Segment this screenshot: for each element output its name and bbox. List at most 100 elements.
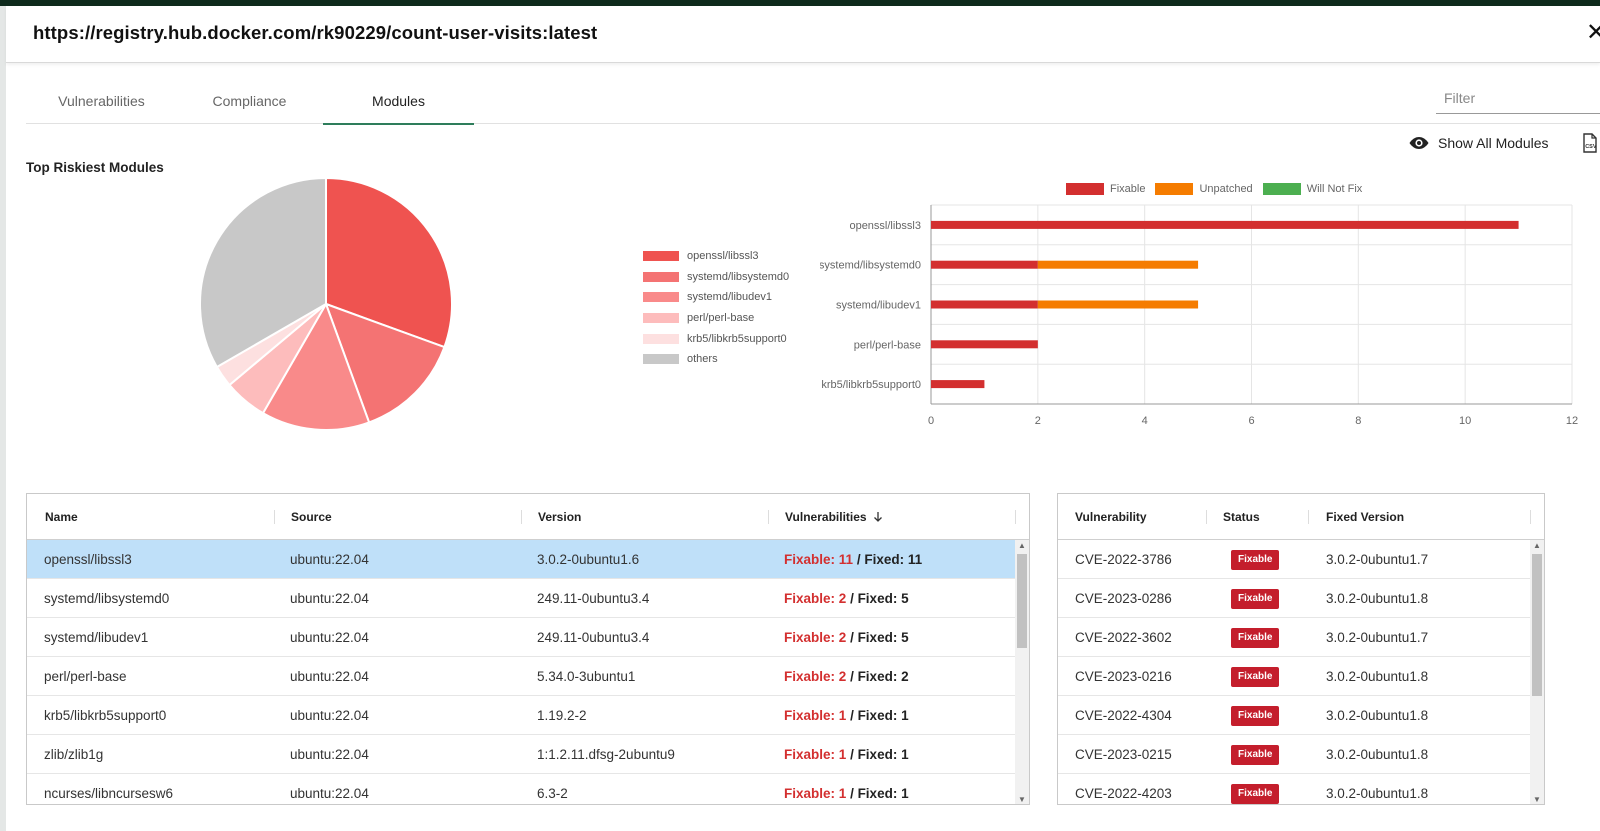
modules-table: Name Source Version Vulnerabilities open… xyxy=(26,493,1030,805)
pie-legend-item[interactable]: systemd/libsystemd0 xyxy=(643,267,823,288)
module-row[interactable]: ncurses/libncursesw6 ubuntu:22.04 6.3-2 Fix… xyxy=(27,774,1015,804)
cve-id[interactable]: CVE-2022-3602 xyxy=(1075,630,1172,645)
bar-fixable[interactable] xyxy=(931,260,1038,269)
pie-legend-item[interactable]: perl/perl-base xyxy=(643,308,823,329)
pie-slice[interactable] xyxy=(324,302,446,424)
cve-id[interactable]: CVE-2022-4203 xyxy=(1075,786,1172,801)
column-header-fixed-version[interactable]: Fixed Version xyxy=(1326,510,1405,524)
vulnerability-scrollbar[interactable]: ▲ ▼ xyxy=(1530,540,1544,804)
status-badge: Fixable xyxy=(1231,589,1280,610)
module-name: openssl/libssl3 xyxy=(44,552,132,567)
fixable-count: 11 xyxy=(838,552,854,567)
module-version: 5.34.0-3ubuntu1 xyxy=(537,669,636,684)
cve-id[interactable]: CVE-2022-3786 xyxy=(1075,552,1172,567)
cve-id[interactable]: CVE-2023-0286 xyxy=(1075,591,1172,606)
filter-input[interactable] xyxy=(1436,82,1600,114)
module-row[interactable]: krb5/libkrb5support0 ubuntu:22.04 1.19.2-2… xyxy=(27,696,1015,735)
pie-slice[interactable] xyxy=(199,176,327,369)
bar-legend: Fixable Unpatched Will Not Fix xyxy=(1066,183,1362,195)
x-tick-label: 10 xyxy=(1459,415,1471,427)
legend-item-will-not-fix: Will Not Fix xyxy=(1262,183,1363,195)
svg-text:CSV: CSV xyxy=(1585,144,1597,150)
module-name: systemd/libudev1 xyxy=(44,630,149,645)
fixable-label: Fixable: xyxy=(784,786,836,801)
column-divider xyxy=(1308,510,1309,524)
fixable-count: 1 xyxy=(838,708,847,723)
module-version: 1:1.2.11.dfsg-2ubuntu9 xyxy=(537,747,675,762)
module-row[interactable]: systemd/libudev1 ubuntu:22.04 249.11-0ubun… xyxy=(27,618,1015,657)
scroll-thumb[interactable] xyxy=(1017,554,1027,648)
module-row[interactable]: zlib/zlib1g ubuntu:22.04 1:1.2.11.dfsg-2ub… xyxy=(27,735,1015,774)
pie-slice[interactable] xyxy=(261,301,371,431)
column-header-vulnerability[interactable]: Vulnerability xyxy=(1075,510,1147,524)
cve-id[interactable]: CVE-2023-0216 xyxy=(1075,669,1172,684)
bar-unpatched[interactable] xyxy=(1037,300,1199,309)
fixed-label: / Fixed: xyxy=(856,552,905,567)
column-header-source[interactable]: Source xyxy=(291,510,332,524)
section-title: Top Riskiest Modules xyxy=(26,160,164,175)
tab-compliance[interactable]: Compliance xyxy=(212,93,287,109)
status-cell: Fixable xyxy=(1231,696,1280,735)
x-tick-label: 4 xyxy=(1142,415,1148,427)
scroll-thumb[interactable] xyxy=(1532,554,1542,696)
column-header-name[interactable]: Name xyxy=(45,510,78,524)
pie-slice[interactable] xyxy=(325,176,453,349)
bar-unpatched[interactable] xyxy=(1037,260,1199,269)
tab-vulnerabilities[interactable]: Vulnerabilities xyxy=(58,93,145,109)
vulnerability-row[interactable]: CVE-2023-0216 Fixable 3.0.2-0ubuntu1.8 xyxy=(1058,657,1530,696)
scroll-up-icon[interactable]: ▲ xyxy=(1533,541,1541,550)
vulnerability-row[interactable]: CVE-2022-4304 Fixable 3.0.2-0ubuntu1.8 xyxy=(1058,696,1530,735)
module-row[interactable]: openssl/libssl3 ubuntu:22.04 3.0.2-0ubuntu… xyxy=(27,540,1015,579)
bar-fixable[interactable] xyxy=(931,380,985,389)
cve-id[interactable]: CVE-2023-0215 xyxy=(1075,747,1172,762)
pie-legend: openssl/libssl3 systemd/libsystemd0 system… xyxy=(643,246,823,370)
column-header-status[interactable]: Status xyxy=(1223,510,1260,524)
pie-legend-item[interactable]: openssl/libssl3 xyxy=(643,246,823,267)
vulnerability-row[interactable]: CVE-2022-3602 Fixable 3.0.2-0ubuntu1.7 xyxy=(1058,618,1530,657)
pie-legend-item[interactable]: others xyxy=(643,349,823,370)
column-divider xyxy=(768,510,769,524)
fixable-label: Fixable: xyxy=(784,708,836,723)
vulnerability-row[interactable]: CVE-2022-4203 Fixable 3.0.2-0ubuntu1.8 xyxy=(1058,774,1530,804)
module-source: ubuntu:22.04 xyxy=(290,630,369,645)
module-version: 249.11-0ubuntu3.4 xyxy=(537,591,650,606)
legend-label: krb5/libkrb5support0 xyxy=(687,332,787,345)
bar-fixable[interactable] xyxy=(931,300,1038,309)
x-tick-label: 8 xyxy=(1355,415,1361,427)
pie-legend-item[interactable]: systemd/libudev1 xyxy=(643,287,823,308)
module-row[interactable]: systemd/libsystemd0 ubuntu:22.04 249.11-0u… xyxy=(27,579,1015,618)
y-tick-label: systemd/libudev1 xyxy=(836,300,921,312)
vulnerability-row[interactable]: CVE-2022-3786 Fixable 3.0.2-0ubuntu1.7 xyxy=(1058,540,1530,579)
csv-download-icon[interactable]: CSV xyxy=(1580,133,1600,153)
fixed-count: 5 xyxy=(901,630,909,645)
legend-label: systemd/libudev1 xyxy=(687,291,772,304)
vulnerability-row[interactable]: CVE-2023-0215 Fixable 3.0.2-0ubuntu1.8 xyxy=(1058,735,1530,774)
legend-swatch xyxy=(1155,183,1194,195)
cve-id[interactable]: CVE-2022-4304 xyxy=(1075,708,1172,723)
vulnerability-table: Vulnerability Status Fixed Version CVE-2… xyxy=(1057,493,1545,805)
scroll-up-icon[interactable]: ▲ xyxy=(1018,541,1026,550)
pie-legend-item[interactable]: krb5/libkrb5support0 xyxy=(643,328,823,349)
module-source: ubuntu:22.04 xyxy=(290,552,369,567)
module-name: zlib/zlib1g xyxy=(44,747,104,762)
module-row[interactable]: perl/perl-base ubuntu:22.04 5.34.0-3ubuntu… xyxy=(27,657,1015,696)
module-source: ubuntu:22.04 xyxy=(290,786,369,801)
module-vulnerabilities: Fixable: 2 / Fixed: 2 xyxy=(784,657,909,696)
show-all-modules-button[interactable]: Show All Modules xyxy=(1408,132,1549,154)
vulnerability-row[interactable]: CVE-2023-0286 Fixable 3.0.2-0ubuntu1.8 xyxy=(1058,579,1530,618)
bar-fixable[interactable] xyxy=(931,340,1038,349)
legend-label: Will Not Fix xyxy=(1306,183,1363,195)
tab-modules[interactable]: Modules xyxy=(323,84,474,125)
tab-bar: Vulnerabilities Compliance Modules xyxy=(26,84,1600,125)
scroll-down-icon[interactable]: ▼ xyxy=(1018,795,1026,804)
modules-scrollbar[interactable]: ▲ ▼ xyxy=(1015,540,1029,804)
bar-fixable[interactable] xyxy=(931,220,1519,229)
legend-swatch xyxy=(1262,183,1301,195)
y-tick-label: perl/perl-base xyxy=(854,339,921,351)
column-header-vulnerabilities[interactable]: Vulnerabilities xyxy=(785,494,883,540)
column-header-version[interactable]: Version xyxy=(538,510,582,524)
scroll-down-icon[interactable]: ▼ xyxy=(1533,795,1541,804)
close-icon[interactable]: ✕ xyxy=(1586,19,1600,46)
module-source: ubuntu:22.04 xyxy=(290,591,369,606)
fixed-version: 3.0.2-0ubuntu1.8 xyxy=(1326,786,1429,801)
